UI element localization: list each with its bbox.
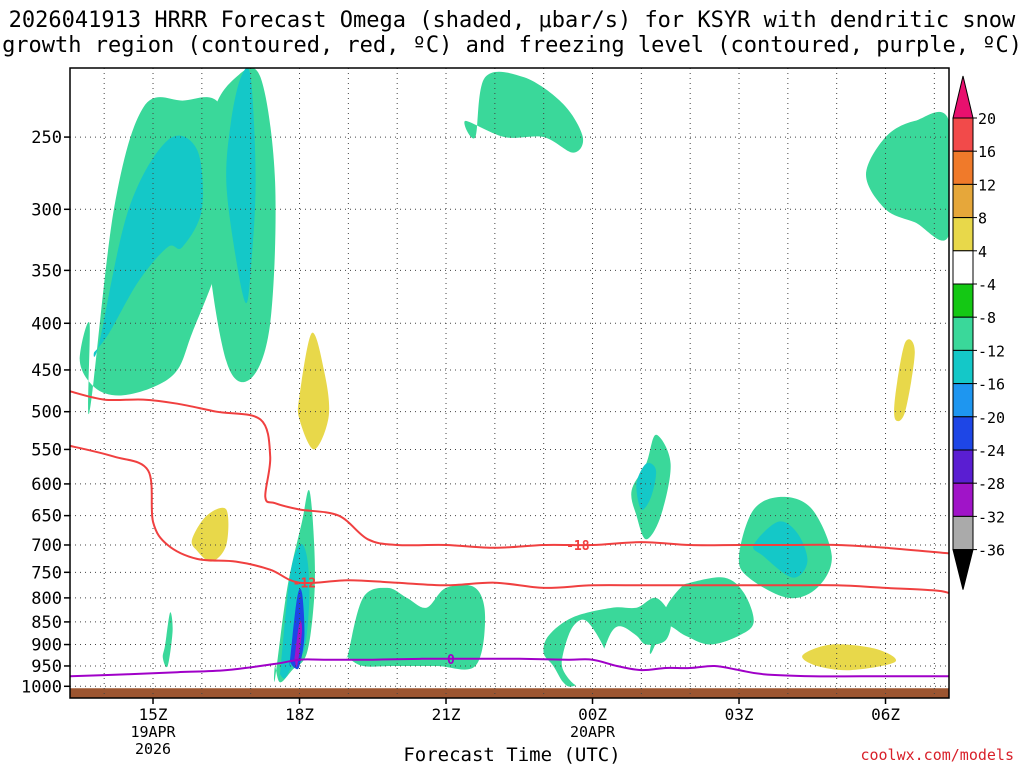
x-axis-title: Forecast Time (UTC) — [403, 744, 621, 766]
y-tick-label: 550 — [31, 440, 62, 460]
x-tick-date: 20APR — [570, 723, 616, 741]
omega-region-m8 — [543, 597, 672, 687]
y-tick-label: 900 — [31, 636, 62, 656]
gridline-layer — [70, 68, 949, 698]
contour-layer: -12 -18 0 — [70, 390, 949, 678]
colorbar-label: 8 — [978, 210, 987, 228]
omega-region-m28 — [294, 620, 303, 667]
colorbar-swatch — [952, 515, 974, 551]
omega-region-m8 — [866, 111, 949, 241]
omega-region-p4 — [712, 221, 784, 324]
y-tick-label: 1000 — [21, 677, 62, 697]
y-tick-label: 350 — [31, 261, 62, 281]
x-tick-year: 2026 — [135, 740, 171, 758]
y-axis: 250 300 350 400 450 500 550 600 650 700 750 800 850 9… — [21, 128, 70, 697]
colorbar-label: -4 — [978, 276, 996, 294]
contour-line-0 — [70, 657, 949, 678]
y-tick-label: 400 — [31, 314, 62, 334]
omega-region-p4 — [933, 509, 949, 552]
colorbar-swatch — [952, 183, 974, 219]
y-tick-label: 600 — [31, 475, 62, 495]
x-tick-date: 19APR — [130, 723, 176, 741]
chart-title-line-1: 2026041913 HRRR Forecast Omega (shaded, … — [8, 8, 1016, 33]
colorbar-swatch — [952, 449, 974, 484]
colorbar-label: -28 — [978, 475, 1005, 493]
contour-line-minus12 — [70, 444, 949, 594]
y-tick-label: 750 — [31, 563, 62, 583]
colorbar-label: -16 — [978, 376, 1005, 394]
omega-region-p4 — [103, 548, 149, 667]
y-tick-label: 650 — [31, 507, 62, 527]
contour-label: -18 — [566, 539, 590, 554]
omega-region-m8 — [649, 577, 754, 654]
colorbar-label: 16 — [978, 143, 996, 161]
omega-region-m12 — [753, 521, 808, 578]
y-tick-label: 500 — [31, 403, 62, 423]
omega-shading-layer — [79, 68, 949, 688]
x-tick-label: 03Z — [725, 705, 754, 724]
x-tick-label: 00Z — [578, 705, 607, 724]
colorbar-bottom-arrow — [952, 549, 974, 590]
colorbar-swatch — [952, 349, 974, 385]
omega-region-p4 — [856, 77, 876, 122]
colorbar-label: 20 — [978, 110, 996, 128]
colorbar-swatch — [952, 150, 974, 185]
y-tick-label: 450 — [31, 361, 62, 381]
colorbar-swatch — [952, 416, 974, 451]
y-tick-label: 950 — [31, 657, 62, 677]
omega-region-m12 — [93, 135, 203, 357]
contour-line-minus18 — [70, 390, 949, 555]
colorbar-label: -32 — [978, 508, 1005, 526]
colorbar-swatch — [952, 217, 974, 252]
y-tick-label: 800 — [31, 589, 62, 609]
omega-region-m8 — [162, 612, 173, 668]
y-tick-label: 250 — [31, 128, 62, 148]
omega-region-p4 — [264, 591, 281, 676]
colorbar-swatch — [952, 117, 974, 152]
colorbar-swatch — [952, 250, 974, 285]
x-tick-label: 06Z — [871, 705, 900, 724]
omega-region-p8 — [894, 339, 915, 422]
x-tick-label: 15Z — [139, 705, 168, 724]
chart-title-line-2: growth region (contoured, red, ºC) and f… — [2, 33, 1022, 58]
colorbar-label: -36 — [978, 542, 1005, 560]
omega-region-p4 — [665, 635, 686, 671]
colorbar-label: -12 — [978, 342, 1005, 360]
colorbar: 20 16 12 8 4 -4 -8 -12 -16 -20 -24 -28 -32 -36 — [952, 75, 1005, 590]
omega-region-m8 — [346, 584, 486, 670]
x-tick-label: 21Z — [432, 705, 461, 724]
omega-region-p8 — [802, 644, 897, 671]
colorbar-label: 12 — [978, 176, 996, 194]
contour-label: 0 — [447, 653, 455, 668]
colorbar-swatch — [952, 316, 974, 351]
x-tick-label: 18Z — [285, 705, 314, 724]
colorbar-swatch — [952, 383, 974, 418]
colorbar-label: 4 — [978, 243, 987, 261]
y-tick-label: 300 — [31, 200, 62, 220]
omega-region-p4 — [507, 625, 530, 671]
omega-region-m20 — [288, 588, 305, 670]
contour-label: -12 — [293, 577, 316, 592]
y-tick-label: 850 — [31, 613, 62, 633]
colorbar-label: -8 — [978, 309, 996, 327]
colorbar-top-arrow — [952, 75, 974, 119]
omega-region-p4 — [858, 572, 891, 598]
omega-region-m8 — [464, 71, 584, 153]
omega-region-p8 — [191, 507, 229, 562]
omega-region-p8 — [297, 332, 330, 450]
omega-region-p4 — [561, 619, 608, 688]
omega-region-m12 — [226, 68, 256, 304]
ground-terrain — [70, 688, 949, 698]
plot-frame — [69, 67, 950, 699]
site-credit: coolwx.com/models — [860, 746, 1014, 764]
omega-region-p4 — [230, 477, 286, 613]
colorbar-label: -24 — [978, 442, 1005, 460]
terrain-layer — [70, 688, 949, 698]
colorbar-swatch — [952, 482, 974, 517]
y-tick-label: 700 — [31, 536, 62, 556]
colorbar-swatch — [952, 283, 974, 318]
colorbar-label: -20 — [978, 409, 1005, 427]
